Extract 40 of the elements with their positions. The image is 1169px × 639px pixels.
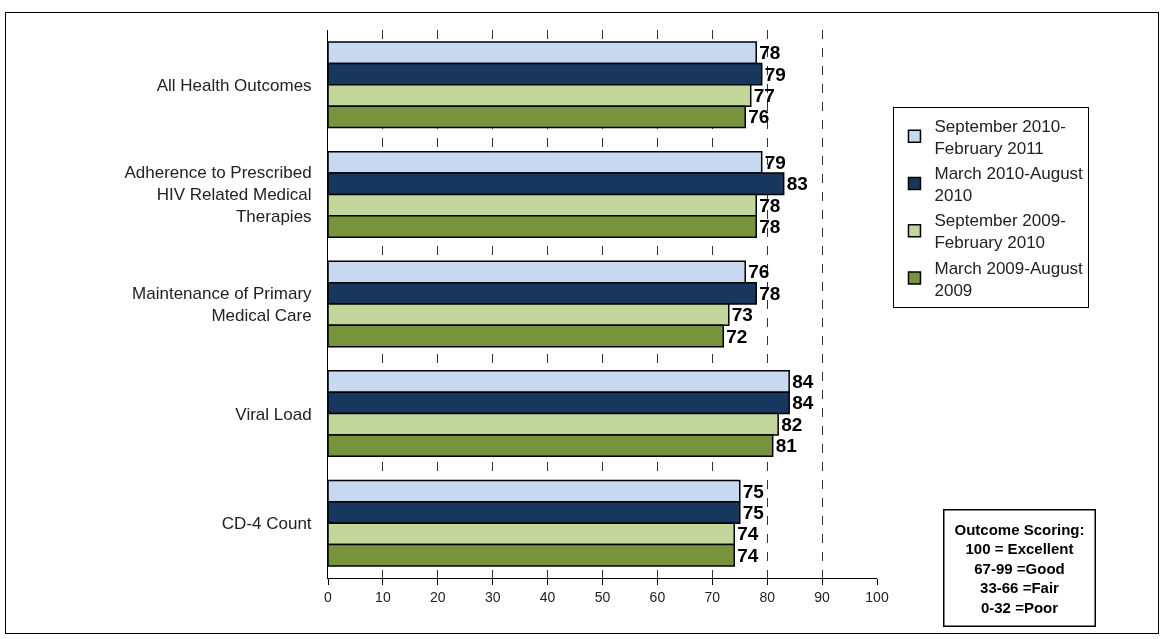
- legend-label: September 2009-February 2010: [934, 211, 1066, 253]
- y-tick-label: Viral Load: [235, 404, 312, 424]
- data-label: 74: [737, 523, 759, 545]
- y-tick-label: CD-4 Count: [221, 514, 312, 534]
- text: Outcome Scoring: 100 = Excellent 67-99 =Good 33-66 =Fair 0-32 =Poor: [954, 520, 1085, 616]
- y-tick-label: Adherence to Prescribed HIV Related Medical Therapies: [124, 163, 312, 227]
- data-label: 78: [759, 282, 781, 304]
- data-label: 76: [748, 261, 770, 283]
- x-tick-label: 80: [759, 588, 776, 605]
- data-label: 74: [737, 544, 759, 566]
- data-label: 75: [742, 480, 765, 502]
- data-label: 75: [742, 502, 765, 524]
- x-tick-label: 40: [539, 588, 556, 605]
- x-tick-label: 0: [324, 588, 333, 605]
- data-label: 77: [753, 84, 775, 106]
- data-label: 82: [781, 413, 803, 435]
- data-label: 84: [792, 371, 814, 393]
- data-label: 78: [759, 215, 781, 237]
- data-label: 79: [764, 151, 786, 173]
- x-tick-label: 90: [814, 588, 831, 605]
- legend-label: March 2010-August 2010: [934, 164, 1084, 206]
- y-tick-label: Maintenance of Primary Medical Care: [132, 283, 313, 325]
- legend-label: March 2009-August 2009: [934, 258, 1084, 300]
- y-tick-label: All Health Outcomes: [156, 75, 312, 95]
- legend-label: September 2010-February 2011: [934, 116, 1066, 158]
- x-tick-label: 70: [704, 588, 721, 605]
- data-label: 83: [786, 173, 808, 195]
- data-label: 73: [731, 304, 753, 326]
- data-label: 76: [748, 106, 770, 128]
- data-label: 81: [775, 435, 798, 457]
- data-label: 78: [759, 194, 781, 216]
- x-tick-label: 60: [649, 588, 666, 605]
- x-tick-label: 50: [594, 588, 611, 605]
- x-tick-label: 30: [484, 588, 501, 605]
- data-label: 84: [792, 392, 814, 414]
- data-label: 79: [764, 63, 786, 85]
- data-label: 72: [726, 325, 748, 347]
- x-tick-label: 20: [430, 588, 446, 605]
- x-tick-label: 100: [865, 588, 889, 605]
- x-tick-label: 10: [375, 588, 391, 605]
